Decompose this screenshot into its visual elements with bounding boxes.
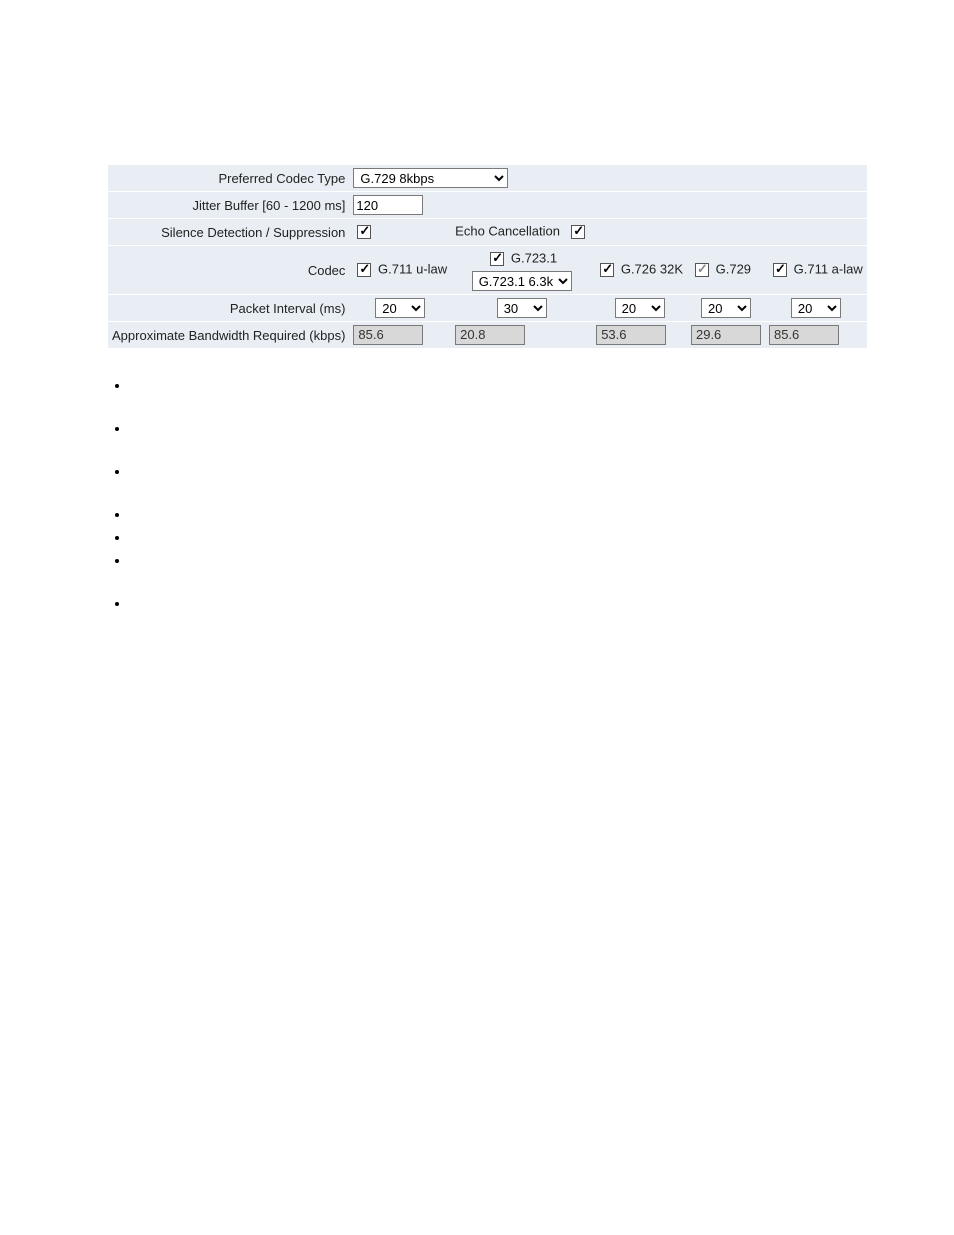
codec-g711-ulaw-label: G.711 u-law xyxy=(378,261,447,276)
jitter-buffer-input[interactable] xyxy=(353,195,423,215)
packet-interval-label: Packet Interval (ms) xyxy=(108,295,349,322)
codec-g711-alaw-checkbox[interactable] xyxy=(773,263,787,277)
codec-g729-label: G.729 xyxy=(716,261,751,276)
bandwidth-1-value: 20.8 xyxy=(455,325,525,345)
list-item xyxy=(130,530,954,545)
list-item xyxy=(130,378,954,393)
list-item xyxy=(130,464,954,479)
list-item xyxy=(130,596,954,611)
codec-g729-checkbox[interactable] xyxy=(695,263,709,277)
echo-cancellation-checkbox[interactable] xyxy=(571,225,585,239)
codec-g726-label: G.726 32K xyxy=(621,261,683,276)
codec-g711-alaw-label: G.711 a-law xyxy=(794,261,863,276)
jitter-buffer-label: Jitter Buffer [60 - 1200 ms] xyxy=(108,192,349,219)
packet-interval-2-select[interactable]: 20 xyxy=(615,298,665,318)
preferred-codec-select[interactable]: G.729 8kbps xyxy=(353,168,508,188)
preferred-codec-label: Preferred Codec Type xyxy=(108,165,349,192)
bandwidth-4-value: 85.6 xyxy=(769,325,839,345)
packet-interval-4-select[interactable]: 20 xyxy=(791,298,841,318)
codec-g726-checkbox[interactable] xyxy=(600,263,614,277)
packet-interval-3-select[interactable]: 20 xyxy=(701,298,751,318)
silence-detection-label: Silence Detection / Suppression xyxy=(108,219,349,246)
codec-g7231-checkbox[interactable] xyxy=(490,252,504,266)
packet-interval-1-select[interactable]: 30 xyxy=(497,298,547,318)
bandwidth-3-value: 29.6 xyxy=(691,325,761,345)
echo-cancellation-label: Echo Cancellation xyxy=(455,223,560,238)
list-item xyxy=(130,553,954,568)
packet-interval-0-select[interactable]: 20 xyxy=(375,298,425,318)
codec-row-label: Codec xyxy=(108,246,349,295)
bandwidth-2-value: 53.6 xyxy=(596,325,666,345)
codec-g7231-rate-select[interactable]: G.723.1 6.3k xyxy=(472,271,572,291)
codec-g7231-label: G.723.1 xyxy=(511,250,557,265)
codec-settings-table: Preferred Codec Type G.729 8kbps Jitter … xyxy=(108,165,867,348)
silence-detection-checkbox[interactable] xyxy=(357,225,371,239)
list-item xyxy=(130,421,954,436)
bandwidth-label: Approximate Bandwidth Required (kbps) xyxy=(108,322,349,349)
list-item xyxy=(130,507,954,522)
codec-g711-ulaw-checkbox[interactable] xyxy=(357,263,371,277)
bandwidth-0-value: 85.6 xyxy=(353,325,423,345)
bullet-list xyxy=(130,378,954,611)
